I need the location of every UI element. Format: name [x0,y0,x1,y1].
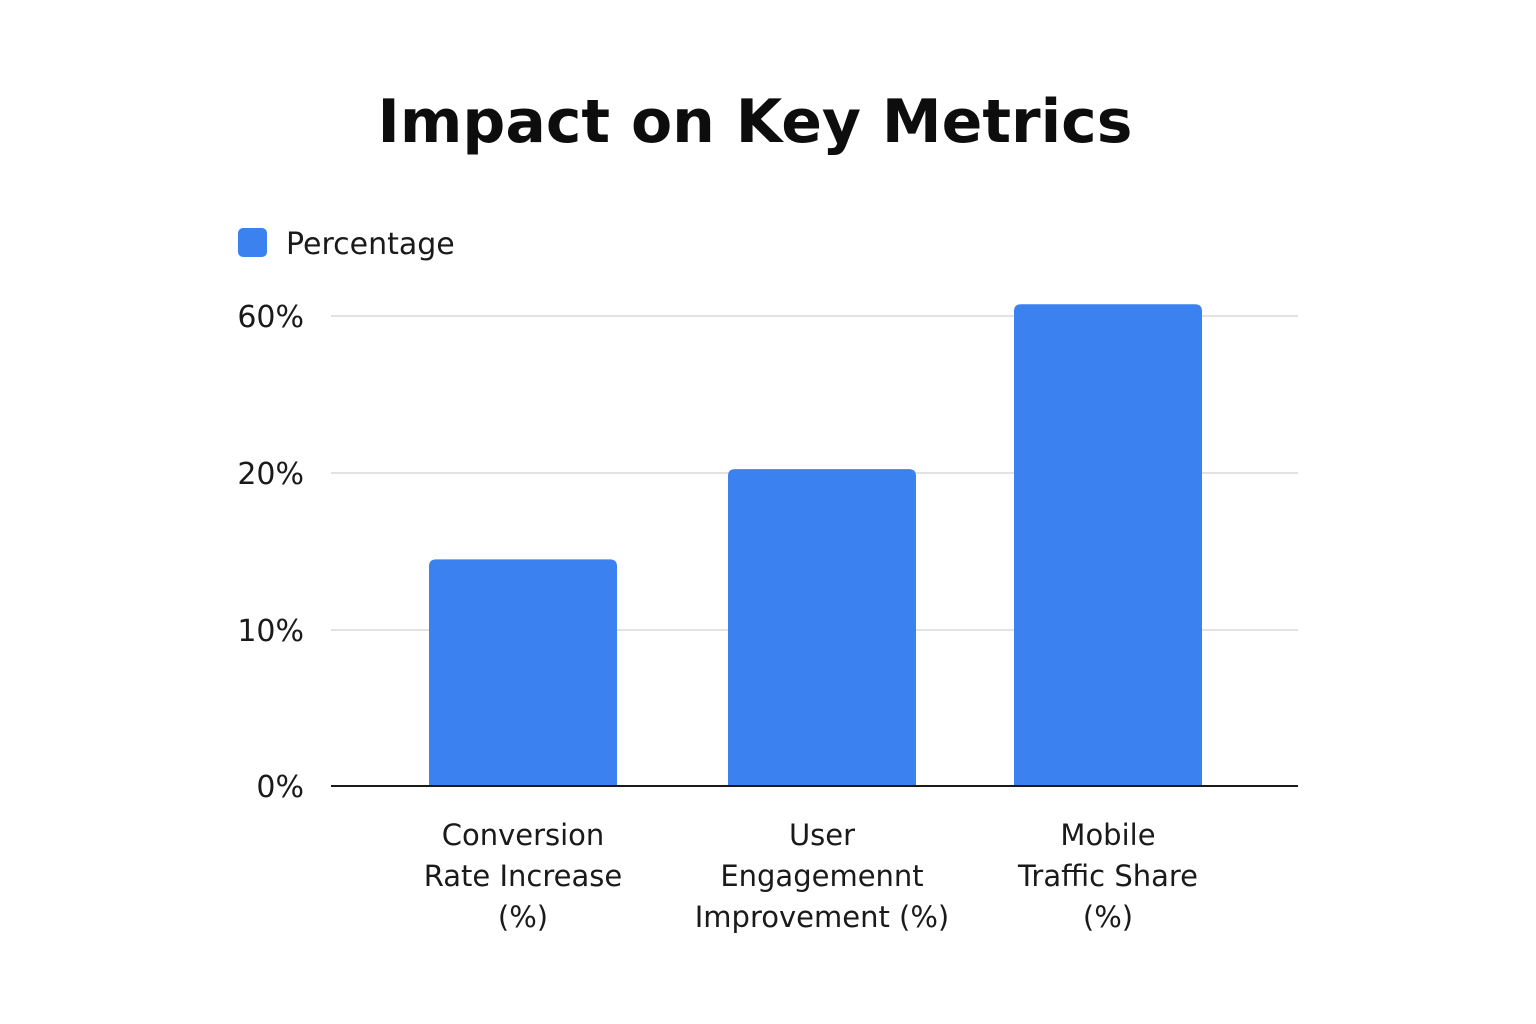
x-tick-label-line: Improvement (%) [695,900,950,934]
y-tick-label: 10% [237,614,304,649]
x-tick-label-line: Mobile [1060,818,1155,852]
y-tick-label: 0% [256,770,304,805]
x-axis-ticks: Conversion Rate Increase (%) User Engagemenn… [424,818,1198,934]
x-tick-label-line: User [789,818,855,852]
x-tick-label-line: Traffic Share [1017,859,1198,893]
bar [728,469,916,786]
x-tick-label: Mobile Traffic Share (%) [1017,818,1198,934]
x-tick-label-line: Conversion [442,818,605,852]
bars [429,304,1202,786]
x-tick-label-line: (%) [1083,900,1133,934]
x-tick-label-line: Engagemennt [720,859,923,893]
bar [1014,304,1202,786]
y-axis-ticks: 0% 10% 20% 60% [237,300,304,805]
legend-label: Percentage [286,227,455,262]
x-tick-label: Conversion Rate Increase (%) [424,818,622,934]
bar [429,559,617,786]
legend: Percentage [238,227,455,262]
x-tick-label-line: Rate Increase [424,859,622,893]
x-tick-label-line: (%) [498,900,548,934]
legend-swatch [238,228,267,257]
y-tick-label: 60% [237,300,304,335]
chart-title: Impact on Key Metrics [378,87,1133,157]
y-tick-label: 20% [237,457,304,492]
x-tick-label: User Engagemennt Improvement (%) [695,818,950,934]
